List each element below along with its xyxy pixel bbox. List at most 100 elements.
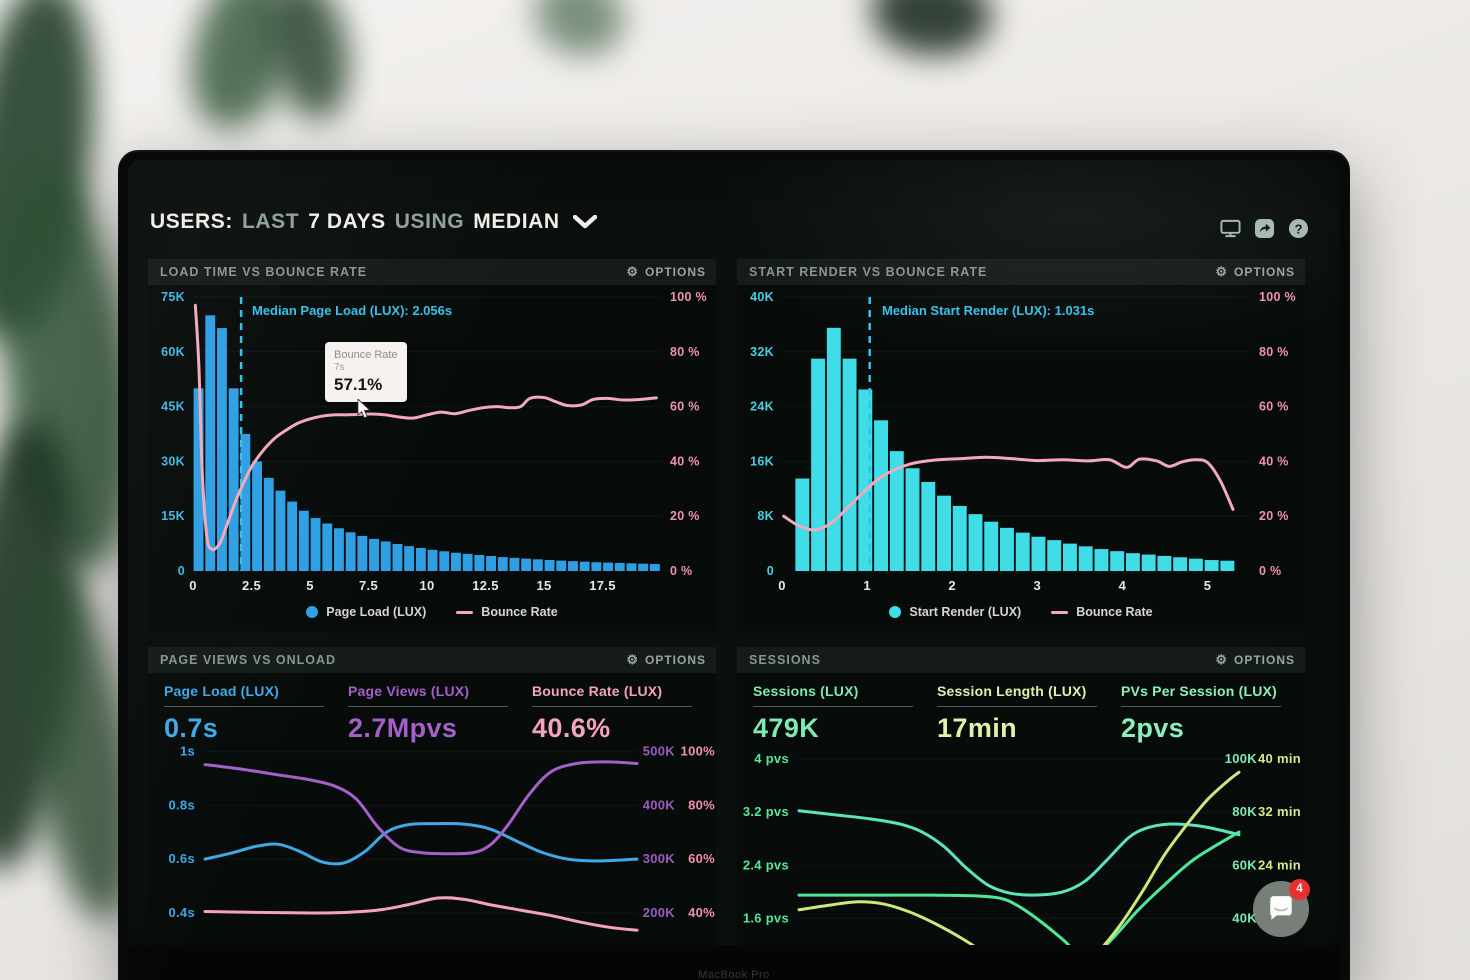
svg-text:60K: 60K: [161, 345, 185, 359]
chat-bubble-icon: [1270, 896, 1292, 920]
svg-text:4: 4: [1119, 578, 1127, 593]
legend-item[interactable]: Page Load (LUX): [306, 605, 426, 619]
svg-text:8K: 8K: [757, 509, 774, 523]
options-button[interactable]: ⚙ OPTIONS: [1215, 647, 1295, 673]
svg-text:24 min: 24 min: [1258, 857, 1301, 872]
median-annotation: Median Start Render (LUX): 1.031s: [882, 303, 1095, 318]
options-button[interactable]: ⚙ OPTIONS: [626, 259, 706, 285]
svg-text:5: 5: [306, 578, 314, 593]
tooltip-value: 57.1%: [334, 375, 383, 394]
page-views-onload-chart[interactable]: 1s 500K 100% 0.8s 400K 80% 0.6s 300K 60% 0.4s 200K…: [148, 744, 716, 945]
svg-text:40K: 40K: [1232, 910, 1257, 925]
svg-text:40 min: 40 min: [1258, 751, 1301, 766]
header-segment: USING: [394, 210, 465, 233]
legend-line-swatch: [1051, 610, 1069, 614]
laptop-bottom-bezel: MacBook Pro: [128, 945, 1340, 980]
plant-leaf: [259, 0, 360, 126]
stat-divider: [348, 706, 508, 707]
stat-value: 0.7s: [164, 713, 219, 743]
chevron-down-icon: [572, 215, 597, 229]
bezel-brand-text: MacBook Pro: [698, 969, 770, 980]
svg-text:40 %: 40 %: [670, 454, 700, 468]
stat-label: Page Load (LUX): [164, 683, 280, 699]
svg-text:100 %: 100 %: [670, 290, 707, 304]
svg-text:80 %: 80 %: [1259, 345, 1289, 359]
notification-badge: 4: [1289, 879, 1310, 900]
stat-divider: [164, 706, 324, 707]
svg-text:4 pvs: 4 pvs: [754, 751, 789, 766]
legend-item[interactable]: Start Render (LUX): [889, 605, 1021, 619]
svg-text:60K: 60K: [1232, 857, 1257, 872]
svg-text:100K: 100K: [1225, 751, 1258, 766]
svg-text:400K: 400K: [643, 797, 676, 812]
svg-text:0: 0: [778, 578, 786, 593]
panel-title: LOAD TIME VS BOUNCE RATE: [160, 265, 368, 279]
legend-item[interactable]: Bounce Rate: [1051, 605, 1153, 619]
svg-text:32K: 32K: [750, 345, 774, 359]
stat-bounce-rate: Bounce Rate (LUX) 40.6%: [532, 683, 716, 745]
help-icon[interactable]: ?: [1288, 218, 1309, 239]
svg-text:0 %: 0 %: [670, 564, 692, 578]
svg-text:100 %: 100 %: [1259, 290, 1296, 304]
svg-text:1s: 1s: [180, 745, 195, 759]
svg-text:500K: 500K: [643, 745, 676, 759]
svg-text:3.2 pvs: 3.2 pvs: [743, 804, 789, 819]
options-button[interactable]: ⚙ OPTIONS: [626, 647, 706, 673]
svg-text:0: 0: [189, 578, 197, 593]
stat-label: PVs Per Session (LUX): [1121, 683, 1277, 699]
svg-text:5: 5: [1204, 578, 1212, 593]
svg-text:2.5: 2.5: [242, 578, 261, 593]
svg-text:20 %: 20 %: [670, 509, 700, 523]
display-icon[interactable]: [1220, 218, 1241, 239]
svg-text:100%: 100%: [681, 745, 716, 759]
svg-text:80K: 80K: [1232, 804, 1257, 819]
svg-text:60 %: 60 %: [670, 400, 700, 414]
panel-sessions: SESSIONS ⚙ OPTIONS Sessions (LUX) 479K Se…: [737, 647, 1305, 980]
header-segment: LAST: [241, 210, 300, 233]
svg-text:75K: 75K: [161, 290, 185, 304]
svg-text:15K: 15K: [161, 509, 185, 523]
gear-icon: ⚙: [626, 652, 639, 667]
stat-page-load: Page Load (LUX) 0.7s: [164, 683, 348, 745]
svg-text:0 %: 0 %: [1259, 564, 1281, 578]
svg-text:40%: 40%: [688, 905, 715, 920]
load-time-chart[interactable]: 75K 100 % 60K 80 % 45K 60 % 30K 40 % 15K 20 % 0 0 %…: [148, 285, 716, 597]
svg-text:45K: 45K: [161, 400, 185, 414]
options-button[interactable]: ⚙ OPTIONS: [1215, 259, 1295, 285]
metric-selector-dropdown[interactable]: USERS: LAST 7 DAYS USING MEDIAN: [150, 210, 597, 234]
header-segment: MEDIAN: [473, 210, 560, 233]
svg-text:0: 0: [767, 564, 774, 578]
stat-value: 479K: [753, 713, 820, 743]
svg-text:10: 10: [419, 578, 434, 593]
stat-divider: [753, 706, 913, 707]
svg-text:32 min: 32 min: [1258, 804, 1301, 819]
bounce-rate-tooltip: Bounce Rate 7s 57.1%: [325, 342, 407, 402]
stat-divider: [532, 706, 692, 707]
panel-page-views-vs-onload: PAGE VIEWS VS ONLOAD ⚙ OPTIONS Page Load …: [148, 647, 716, 945]
svg-text:60 %: 60 %: [1259, 400, 1289, 414]
stat-label: Session Length (LUX): [937, 683, 1087, 699]
stat-label: Bounce Rate (LUX): [532, 683, 663, 699]
svg-text:60%: 60%: [688, 851, 715, 866]
stat-value: 40.6%: [532, 713, 611, 743]
stat-divider: [1121, 706, 1281, 707]
dashboard-screen: USERS: LAST 7 DAYS USING MEDIAN: [128, 160, 1340, 980]
sessions-chart[interactable]: 4 pvs 100K 40 min 3.2 pvs 80K 32 min 2.4 pvs 60…: [737, 745, 1305, 980]
gear-icon: ⚙: [1215, 652, 1228, 667]
stat-value: 2pvs: [1121, 713, 1185, 743]
svg-text:2: 2: [948, 578, 956, 593]
plant-leaf: [524, 0, 636, 68]
svg-text:1: 1: [863, 578, 871, 593]
panel-title: START RENDER VS BOUNCE RATE: [749, 265, 988, 279]
panel-title: SESSIONS: [749, 653, 821, 667]
start-render-chart[interactable]: 40K 100 % 32K 80 % 24K 60 % 16K 40 % 8K 20 % 0 0 % 0…: [737, 285, 1305, 597]
svg-text:20 %: 20 %: [1259, 509, 1289, 523]
stat-label: Page Views (LUX): [348, 683, 470, 699]
svg-text:80%: 80%: [688, 797, 715, 812]
panel-title: PAGE VIEWS VS ONLOAD: [160, 653, 337, 667]
stat-value: 2.7Mpvs: [348, 713, 458, 743]
share-icon[interactable]: [1254, 218, 1275, 239]
legend-item[interactable]: Bounce Rate: [456, 605, 558, 619]
svg-text:1.6 pvs: 1.6 pvs: [743, 910, 789, 925]
